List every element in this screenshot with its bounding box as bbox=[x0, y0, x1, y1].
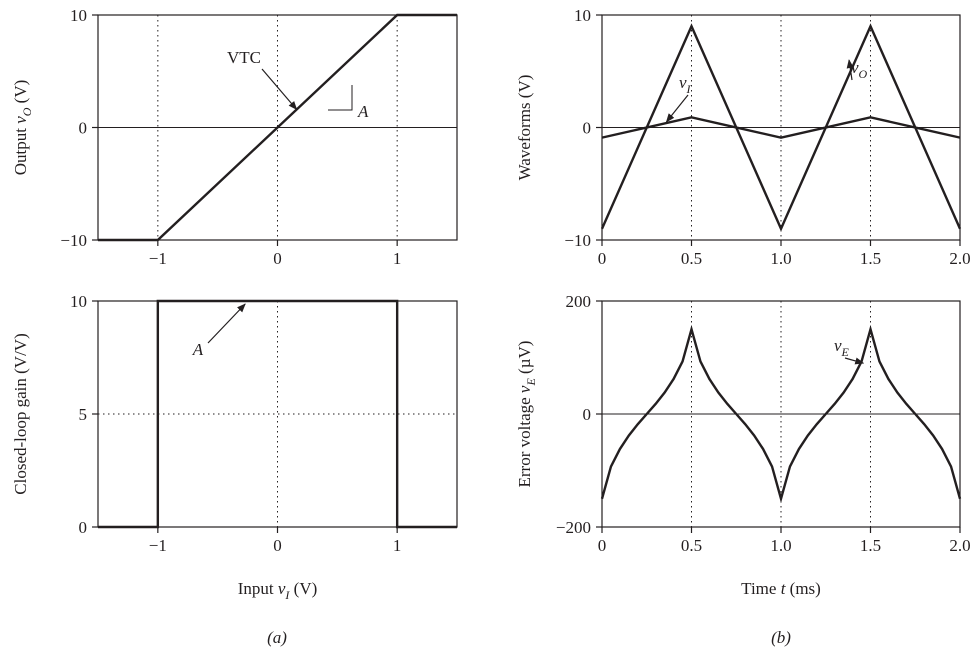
y-axis-label: Error voltage vE (µV) bbox=[515, 341, 538, 488]
x-tick-label: 0 bbox=[598, 536, 607, 555]
series-line-2 bbox=[601, 116, 961, 139]
y-tick-label: 200 bbox=[566, 292, 592, 311]
gain-label-A: A bbox=[192, 340, 204, 359]
y-axis-label: Output vO (V) bbox=[11, 80, 34, 176]
series-line-1 bbox=[600, 23, 962, 232]
y-axis-label: Closed-loop gain (V/V) bbox=[11, 333, 30, 494]
y-tick-label: 10 bbox=[70, 6, 87, 25]
gain-arrow bbox=[207, 303, 246, 344]
x-tick-label: 0.5 bbox=[681, 536, 702, 555]
y-tick-label: 0 bbox=[583, 119, 592, 138]
chart-panel-b-top: 0 0.5 1.0 1.5 2.0 −10 0 10 Waveforms (V) vO vI bbox=[515, 6, 971, 268]
ve-arrow bbox=[844, 357, 865, 365]
series-line-1 bbox=[98, 299, 457, 529]
slope-label-A: A bbox=[357, 102, 369, 121]
x-tick-label: 1.5 bbox=[860, 249, 881, 268]
y-tick-label: −10 bbox=[564, 231, 591, 250]
y-tick-label: −200 bbox=[556, 518, 591, 537]
y-tick-label: 0 bbox=[583, 405, 592, 424]
panel-label-b: (b) bbox=[771, 628, 791, 647]
x-tick-label: 0.5 bbox=[681, 249, 702, 268]
x-tick-label: 1.0 bbox=[770, 249, 791, 268]
x-tick-label: 1.5 bbox=[860, 536, 881, 555]
y-tick-label: 5 bbox=[79, 405, 88, 424]
slope-triangle bbox=[328, 85, 353, 111]
x-tick-label: 0 bbox=[273, 536, 282, 555]
vo-label: vO bbox=[851, 58, 868, 81]
x-tick-label: −1 bbox=[149, 536, 167, 555]
y-axis-label: Waveforms (V) bbox=[515, 75, 534, 181]
vtc-label: VTC bbox=[227, 48, 261, 67]
x-tick-label: 0 bbox=[273, 249, 282, 268]
vtc-arrow bbox=[261, 68, 298, 111]
y-tick-label: −10 bbox=[60, 231, 87, 250]
y-tick-label: 0 bbox=[79, 119, 88, 138]
ve-label: vE bbox=[834, 336, 850, 359]
x-axis-label: Input vI (V) bbox=[238, 579, 318, 602]
x-tick-label: 2.0 bbox=[949, 536, 970, 555]
vi-arrow bbox=[665, 94, 689, 123]
x-tick-label: −1 bbox=[149, 249, 167, 268]
panel-label-a: (a) bbox=[267, 628, 287, 647]
x-tick-label: 1.0 bbox=[770, 536, 791, 555]
y-tick-label: 10 bbox=[70, 292, 87, 311]
x-tick-label: 1 bbox=[393, 536, 402, 555]
x-axis-label: Time t (ms) bbox=[741, 579, 821, 598]
y-tick-label: 0 bbox=[79, 518, 88, 537]
chart-panel-b-bottom: 0 0.5 1.0 1.5 2.0 −200 0 200 Time t (ms) Error vo… bbox=[515, 292, 971, 598]
series-line-1 bbox=[600, 324, 962, 504]
x-tick-label: 0 bbox=[598, 249, 607, 268]
vi-label: vI bbox=[679, 73, 692, 96]
series-line-1 bbox=[98, 13, 457, 242]
y-tick-label: 10 bbox=[574, 6, 591, 25]
x-tick-label: 1 bbox=[393, 249, 402, 268]
vo-arrow bbox=[846, 59, 854, 81]
x-tick-label: 2.0 bbox=[949, 249, 970, 268]
